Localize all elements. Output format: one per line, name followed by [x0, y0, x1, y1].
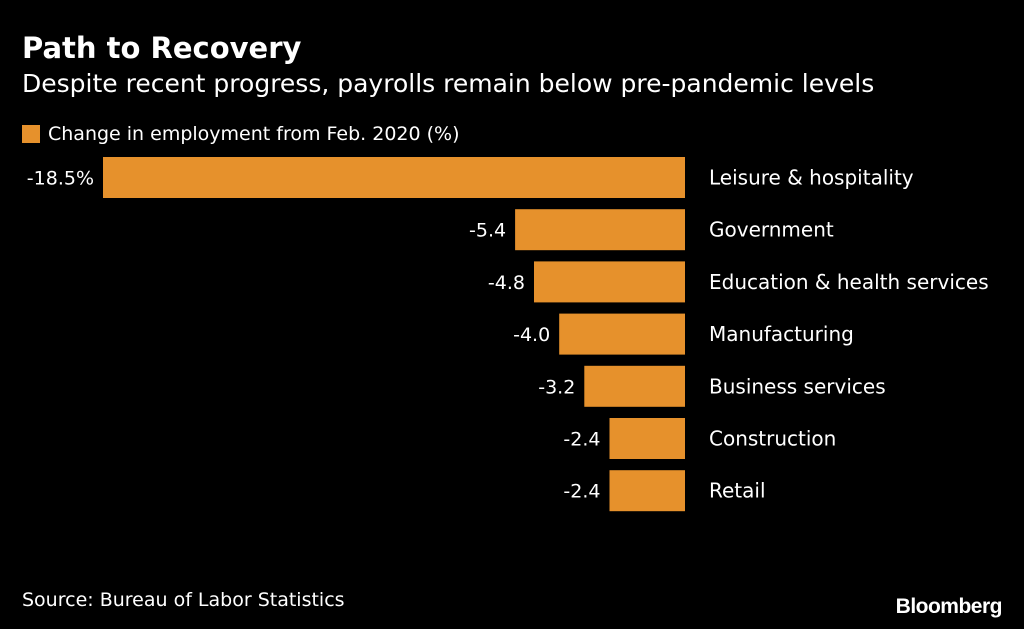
bar-value-label: -2.4	[563, 481, 600, 503]
category-label: Education & health services	[709, 270, 989, 294]
bar-chart: -18.5% Leisure & hospitality -5.4 Governmen…	[27, 157, 989, 512]
legend-label: Change in employment from Feb. 2020 (%)	[48, 123, 460, 145]
category-label: Manufacturing	[709, 322, 854, 346]
category-label: Retail	[709, 479, 766, 503]
chart-legend: Change in employment from Feb. 2020 (%)	[22, 121, 460, 147]
bar-value-label: -4.8	[488, 272, 525, 294]
bar	[609, 418, 685, 459]
bar	[609, 470, 685, 512]
legend-swatch	[22, 125, 40, 143]
category-label: Leisure & hospitality	[709, 166, 914, 190]
bar	[534, 261, 685, 303]
category-label: Government	[709, 218, 834, 242]
bar-value-label: -18.5%	[27, 168, 94, 190]
bar	[584, 365, 685, 407]
bar-value-label: -3.2	[538, 376, 575, 398]
bar-value-label: -2.4	[563, 429, 600, 451]
bar	[515, 209, 685, 251]
bar-value-label: -4.0	[513, 324, 550, 346]
chart-subtitle: Despite recent progress, payrolls remain…	[22, 69, 875, 98]
category-label: Construction	[709, 427, 836, 451]
chart-title: Path to Recovery	[22, 31, 302, 65]
bar	[103, 157, 685, 198]
source-note: Source: Bureau of Labor Statistics	[22, 589, 345, 611]
category-label: Business services	[709, 374, 886, 398]
bar	[559, 313, 685, 355]
bar-value-label: -5.4	[469, 220, 506, 242]
bloomberg-logo: Bloomberg	[895, 595, 1003, 618]
